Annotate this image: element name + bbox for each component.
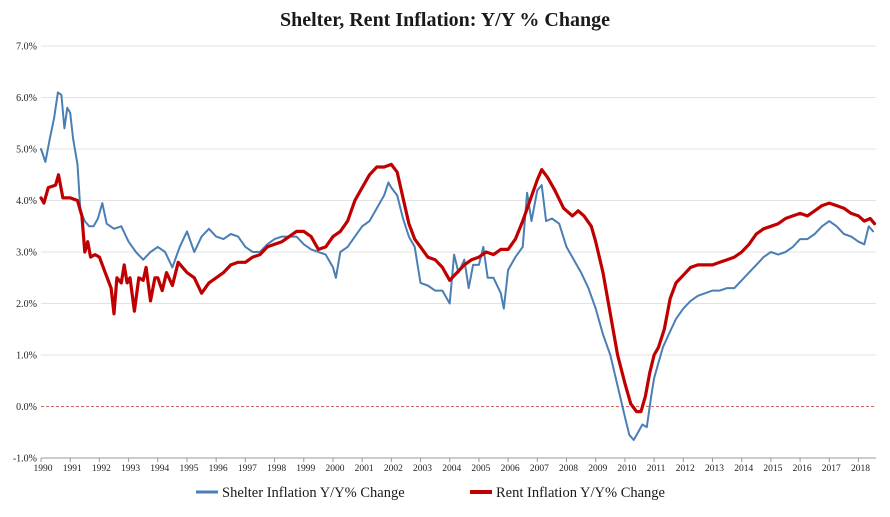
x-tick-label: 1999: [296, 464, 315, 474]
rent-inflation-line: [39, 162, 877, 414]
chart-title: Shelter, Rent Inflation: Y/Y % Change: [280, 9, 610, 31]
legend-label-rent: Rent Inflation Y/Y% Change: [496, 485, 665, 501]
y-tick-label: 0.0%: [16, 402, 37, 413]
x-tick-label: 1998: [267, 464, 286, 474]
x-tick-label: 2015: [763, 464, 782, 474]
x-tick-label: 2000: [325, 464, 344, 474]
x-tick-label: 2011: [647, 464, 666, 474]
x-tick-label: 2001: [355, 464, 374, 474]
legend: Shelter Inflation Y/Y% Change Rent Inflat…: [196, 485, 665, 501]
x-tick-label: 2018: [851, 464, 870, 474]
x-tick-label: 1995: [179, 464, 198, 474]
x-tick-label: 1990: [34, 464, 53, 474]
y-tick-label: -1.0%: [13, 454, 37, 465]
x-tick-label: 2013: [705, 464, 724, 474]
x-tick-label: 2003: [413, 464, 432, 474]
x-tick-label: 1991: [63, 464, 82, 474]
x-tick-label: 2012: [676, 464, 695, 474]
axes: 7.0%6.0%5.0%4.0%3.0%2.0%1.0%0.0%-1.0%199…: [13, 42, 876, 474]
legend-label-shelter: Shelter Inflation Y/Y% Change: [222, 485, 405, 501]
x-tick-label: 2005: [471, 464, 490, 474]
x-tick-label: 2008: [559, 464, 578, 474]
x-tick-label: 2004: [442, 464, 461, 474]
y-tick-label: 4.0%: [16, 196, 37, 207]
x-tick-label: 1993: [121, 464, 140, 474]
x-tick-label: 1994: [150, 464, 169, 474]
y-tick-label: 6.0%: [16, 93, 37, 104]
y-tick-label: 7.0%: [16, 42, 37, 53]
shelter-inflation-line: [40, 91, 875, 441]
y-tick-label: 1.0%: [16, 351, 37, 362]
x-tick-label: 2002: [384, 464, 403, 474]
x-tick-label: 2016: [793, 464, 812, 474]
x-tick-label: 2006: [501, 464, 520, 474]
x-tick-label: 2010: [617, 464, 636, 474]
x-tick-label: 2014: [734, 464, 753, 474]
y-tick-label: 5.0%: [16, 145, 37, 156]
x-tick-label: 1992: [92, 464, 111, 474]
x-tick-label: 2007: [530, 464, 549, 474]
gridlines: [41, 45, 876, 459]
x-tick-label: 2017: [822, 464, 841, 474]
y-tick-label: 2.0%: [16, 299, 37, 310]
x-tick-label: 2009: [588, 464, 607, 474]
x-tick-label: 1997: [238, 464, 257, 474]
series-lines: [39, 91, 877, 441]
y-tick-label: 3.0%: [16, 248, 37, 259]
x-tick-label: 1996: [209, 464, 228, 474]
